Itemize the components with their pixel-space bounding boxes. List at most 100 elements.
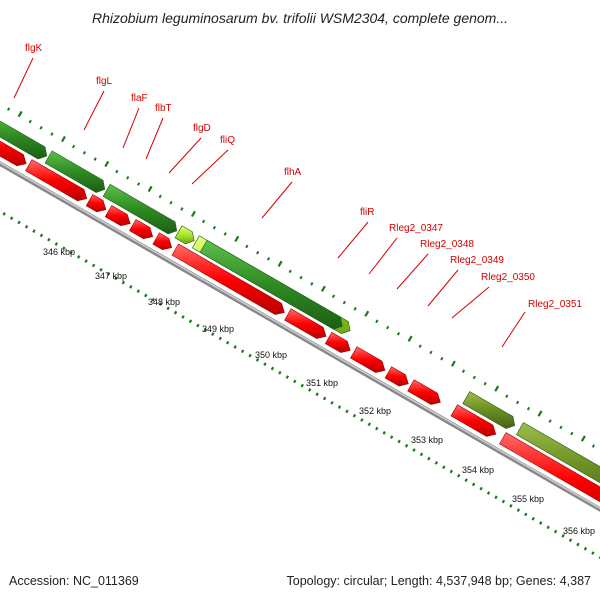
scale-tick xyxy=(32,229,36,233)
scale-tick xyxy=(129,285,133,289)
length-value: 4,537,948 bp xyxy=(435,574,509,588)
scale-tick xyxy=(173,310,178,315)
gene-rev-11 xyxy=(384,366,409,387)
tick-mark xyxy=(256,250,260,255)
scale-tick xyxy=(293,379,297,384)
scale-tick xyxy=(531,516,535,521)
scale-tick xyxy=(136,289,141,294)
scale-tick xyxy=(471,482,476,487)
gene-label-leader xyxy=(191,149,229,185)
genes-value: 4,387 xyxy=(559,574,591,588)
gene-flhA-inner xyxy=(199,239,343,330)
gene-label-leader xyxy=(122,107,140,149)
tick-mark xyxy=(115,169,119,174)
gene-rev-9 xyxy=(324,331,351,353)
gene-rev-7 xyxy=(171,243,285,315)
tick-mark xyxy=(299,275,303,280)
scale-tick xyxy=(226,340,230,345)
scale-tick xyxy=(62,246,66,251)
scale-tick xyxy=(337,405,342,409)
tick-mark xyxy=(526,406,531,411)
scale-label: 347 kbp xyxy=(95,271,127,281)
gene-label-leader xyxy=(261,181,293,219)
gene-label-leader xyxy=(337,221,369,259)
scale-tick xyxy=(419,452,424,457)
gene-label-leader xyxy=(145,117,164,160)
gene-label-leader xyxy=(451,286,490,319)
scale-tick xyxy=(158,302,163,306)
gene-label-flgK: flgK xyxy=(25,43,43,54)
scale-tick xyxy=(494,495,498,500)
tick-mark xyxy=(71,144,76,149)
gene-rev-10 xyxy=(350,346,386,373)
tick-mark xyxy=(201,219,206,224)
scale-tick xyxy=(9,216,14,221)
scale-tick xyxy=(69,250,73,255)
topology-label: Topology: xyxy=(286,574,341,588)
tick-mark xyxy=(126,175,130,180)
scale-tick xyxy=(255,358,260,362)
gene-Rleg2_0351-arrow xyxy=(515,422,600,484)
tick-mark xyxy=(61,135,66,143)
gene-rev-12 xyxy=(407,379,441,405)
scale-tick xyxy=(240,349,245,354)
scale-tick xyxy=(121,280,126,285)
scale-tick xyxy=(576,542,580,547)
tick-mark xyxy=(17,110,23,118)
scale-labels: 346 kbp 347 kbp 348 kbp 349 kbp 350 kbp 351 k… xyxy=(43,247,595,536)
scale-tick xyxy=(263,362,267,367)
tick-mark xyxy=(450,360,456,367)
gene-label-leader xyxy=(396,253,429,290)
tick-mark xyxy=(39,126,43,130)
scale-tick xyxy=(367,422,372,427)
tick-mark xyxy=(82,151,87,155)
tick-mark xyxy=(136,182,141,186)
scale-tick xyxy=(330,400,334,405)
length-label: Length: xyxy=(390,574,433,588)
scale-tick xyxy=(539,521,543,525)
scale-tick xyxy=(99,267,103,272)
scale-label: 352 kbp xyxy=(359,406,391,416)
scale-tick xyxy=(352,413,357,418)
gene-flaF-arrow xyxy=(102,183,178,235)
topology-value: circular xyxy=(343,574,384,588)
tick-mark xyxy=(505,394,509,398)
scale-tick xyxy=(307,388,312,392)
scale-tick xyxy=(583,546,588,551)
scale-tick xyxy=(166,306,170,311)
scale-tick xyxy=(382,431,386,435)
tick-mark xyxy=(212,225,216,230)
tick-mark xyxy=(364,310,370,317)
tick-mark xyxy=(180,207,184,211)
scale-tick xyxy=(345,409,349,414)
accession-value: NC_011369 xyxy=(72,574,139,588)
tick-mark xyxy=(342,300,346,305)
gene-label-fliR: fliR xyxy=(360,207,374,218)
gene-label-flhA: flhA xyxy=(284,167,302,178)
scale-tick xyxy=(524,512,528,517)
scale-tick xyxy=(114,276,118,281)
gene-features xyxy=(0,120,600,503)
scale-tick xyxy=(479,486,483,491)
tick-mark xyxy=(494,385,500,392)
gene-label-Rleg2_0350: Rleg2_0350 xyxy=(481,272,535,283)
gene-rev-6 xyxy=(152,232,173,251)
scale-label: 349 kbp xyxy=(202,324,234,334)
tick-mark xyxy=(440,356,444,361)
tick-mark xyxy=(591,444,596,448)
scale-tick xyxy=(47,237,51,242)
scale-tick xyxy=(181,315,185,319)
gene-label-Rleg2_0348: Rleg2_0348 xyxy=(420,239,474,250)
scale-label: 346 kbp xyxy=(43,247,75,257)
scale-tick xyxy=(218,336,222,341)
tick-mark xyxy=(516,400,520,405)
gene-label-leader xyxy=(501,311,526,348)
scale-tick xyxy=(464,478,468,482)
gene-label-leader xyxy=(13,57,34,99)
gene-flgL-arrow xyxy=(44,150,106,193)
gene-Rleg2_0350-arrow xyxy=(462,391,516,429)
gene-rev-1 xyxy=(0,140,27,167)
tick-mark xyxy=(50,132,54,136)
scale-tick xyxy=(434,461,439,465)
tick-mark xyxy=(104,160,110,168)
